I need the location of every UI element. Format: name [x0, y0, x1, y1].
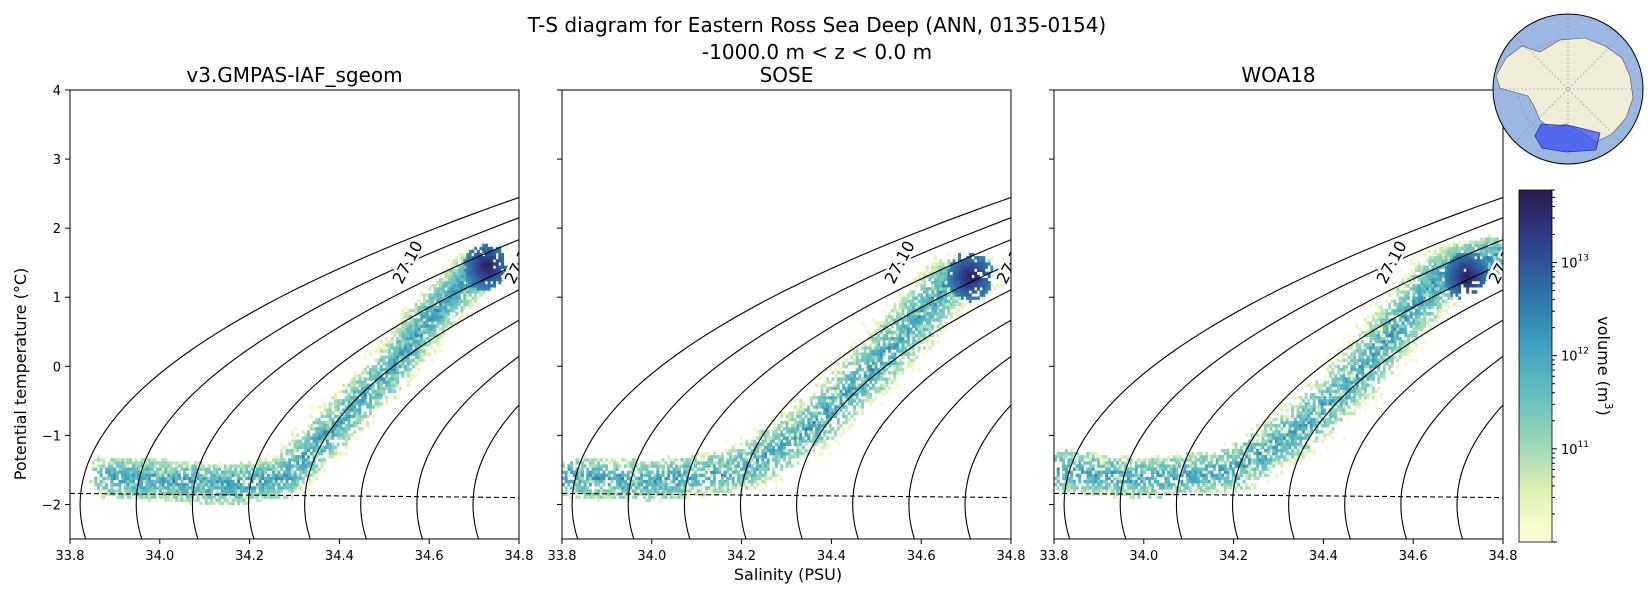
- colorbar: 1011 1012 1013 volume (m3): [1519, 190, 1615, 542]
- isopycnal-label: 27.60: [867, 162, 905, 211]
- panel-title: v3.GMPAS-IAF_sgeom: [186, 63, 402, 87]
- isopycnal-label: 27.80: [1090, 341, 1128, 390]
- x-tick-label: 34.0: [145, 549, 174, 564]
- y-axis-label: Potential temperature (°C): [11, 268, 30, 481]
- heatmap-cells: [535, 253, 1007, 502]
- colorbar-label-main: volume (m: [1594, 316, 1613, 402]
- isopycnal-label: 27.50: [1105, 238, 1143, 287]
- chart-subtitle: -1000.0 m < z < 0.0 m: [702, 40, 932, 64]
- y-tick-label: 1: [53, 291, 61, 306]
- colorbar-tick-label: 1011: [1561, 440, 1589, 458]
- isopycnal-label: 27.70: [702, 248, 740, 297]
- panels-group: 27.0027.1027.2027.3027.4027.5027.6027.70…: [42, 63, 1650, 564]
- x-tick-label: 34.2: [727, 549, 756, 564]
- colorbar-tick-label: 1013: [1561, 253, 1589, 271]
- y-tick-label: −2: [42, 498, 61, 513]
- x-tick-label: 33.8: [1040, 549, 1069, 564]
- isopycnal-27.00: [572, 90, 1372, 539]
- x-tick-label: 34.8: [997, 549, 1026, 564]
- x-tick-label: 34.8: [505, 549, 534, 564]
- colorbar-gradient: [1519, 190, 1552, 542]
- isopycnal-label: 27.00: [1043, 155, 1081, 204]
- x-tick-label: 34.8: [1489, 549, 1518, 564]
- isopycnal-label: 27.40: [1268, 155, 1306, 204]
- x-axis-label: Salinity (PSU): [734, 565, 842, 584]
- x-tick-label: 34.6: [415, 549, 444, 564]
- chart-title: T-S diagram for Eastern Ross Sea Deep (A…: [527, 13, 1106, 37]
- isopycnal-label: 27.80: [598, 341, 636, 390]
- x-tick-label: 34.4: [325, 549, 354, 564]
- isopycnal-label: 27.20: [663, 155, 701, 204]
- x-tick-label: 34.6: [907, 549, 936, 564]
- x-tick-label: 33.8: [548, 549, 577, 564]
- panel-title: WOA18: [1241, 63, 1315, 87]
- heatmap-cells: [1024, 234, 1531, 499]
- y-tick-label: 0: [53, 360, 61, 375]
- isopycnal-label: 27.00: [551, 155, 589, 204]
- antarctica-inset-map: [1493, 14, 1643, 164]
- colorbar-tick-label: 1012: [1561, 347, 1589, 365]
- x-tick-label: 34.4: [1309, 549, 1338, 564]
- isopycnal-label: 27.50: [613, 238, 651, 287]
- heatmap-cells: [89, 244, 512, 505]
- isopycnal-label: 27.40: [776, 155, 814, 204]
- isopycnal-28.00: [1625, 90, 1650, 539]
- x-tick-label: 33.8: [56, 549, 85, 564]
- isopycnal-label: 27.50: [1597, 238, 1635, 287]
- isopycnal-label: 27.90: [1553, 452, 1591, 501]
- isopycnal-label: 27.60: [1359, 162, 1397, 211]
- y-tick-label: 4: [53, 84, 61, 99]
- x-tick-label: 34.6: [1399, 549, 1428, 564]
- y-tick-label: 2: [53, 222, 61, 237]
- panel-title: SOSE: [760, 63, 814, 87]
- colorbar-label-sup: 3: [1602, 402, 1615, 409]
- colorbar-label-end: ): [1594, 409, 1613, 415]
- x-tick-label: 34.0: [637, 549, 666, 564]
- isopycnal-label: 27.20: [1155, 155, 1193, 204]
- y-tick-label: 3: [53, 153, 61, 168]
- y-tick-label: −1: [42, 429, 61, 444]
- x-tick-label: 34.2: [1219, 549, 1248, 564]
- x-tick-label: 34.4: [817, 549, 846, 564]
- x-tick-label: 34.2: [235, 549, 264, 564]
- isopycnal-label: 27.70: [1194, 248, 1232, 297]
- isopycnal-label: 28.00: [1609, 452, 1647, 501]
- colorbar-label: volume (m3): [1594, 316, 1615, 415]
- x-tick-label: 34.0: [1129, 549, 1158, 564]
